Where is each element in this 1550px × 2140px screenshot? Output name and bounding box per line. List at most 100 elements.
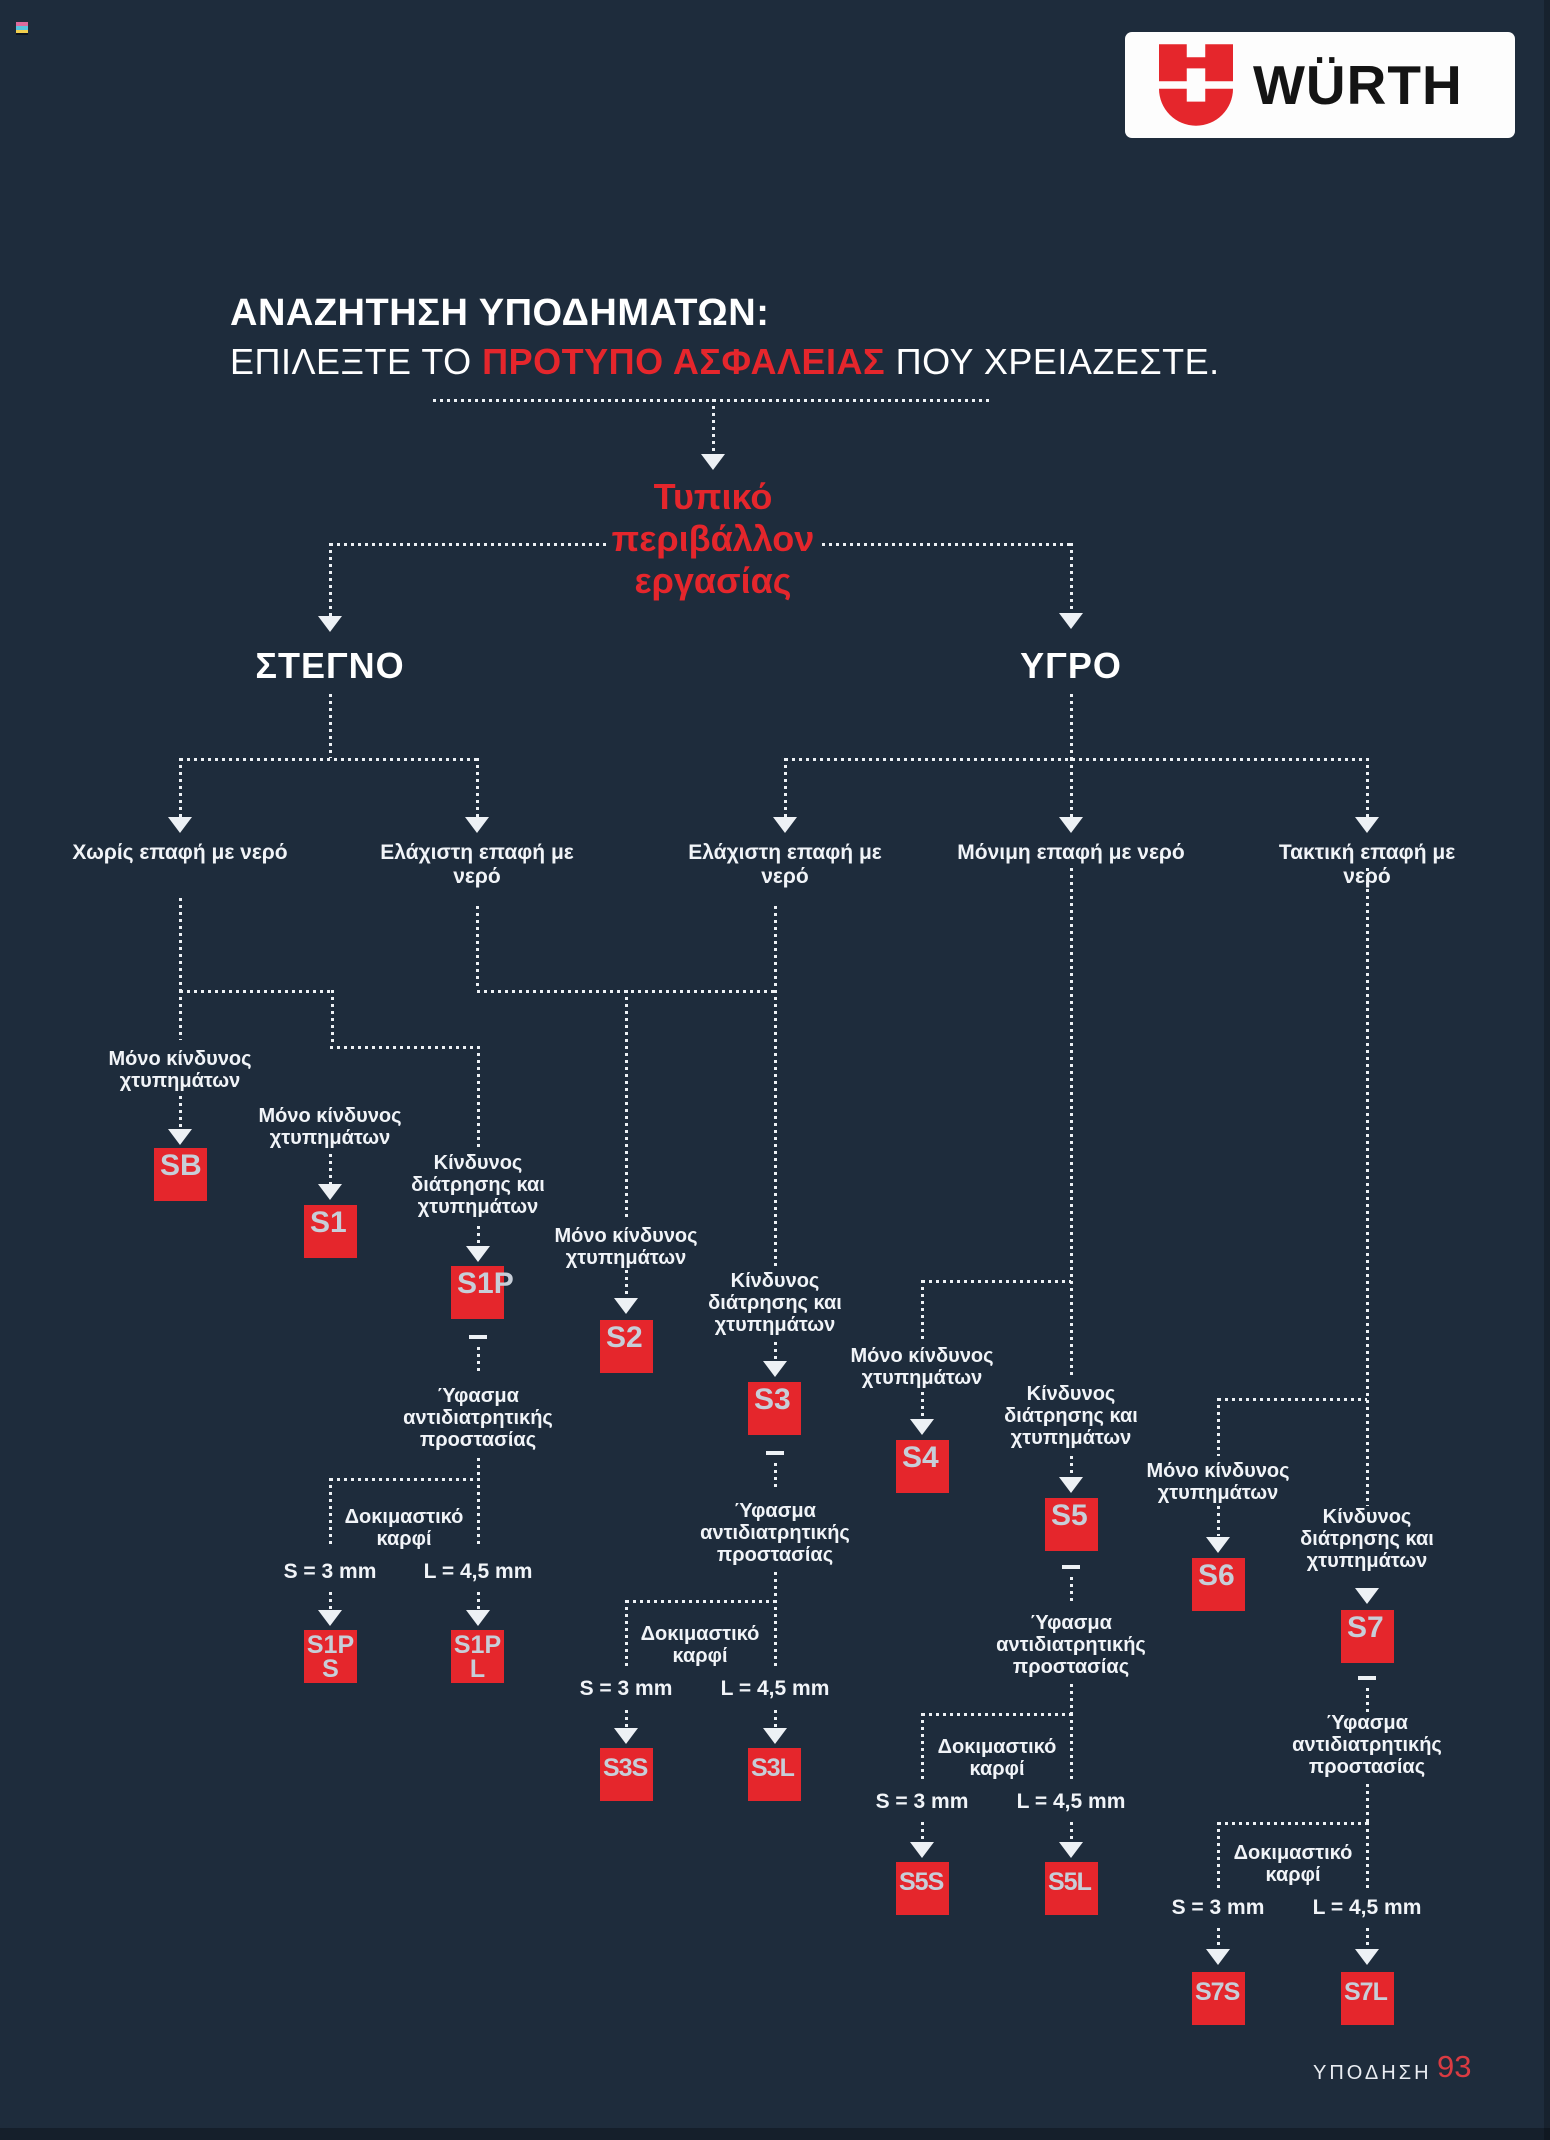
arrow-down-icon [318, 616, 342, 632]
standard-badge-s7: S7 [1341, 1610, 1394, 1663]
anti-puncture-fabric-label: Ύφασμα αντιδιατρητικής προστασίας [996, 1612, 1146, 1678]
nail-size-s-label: S = 3 mm [579, 1677, 673, 1700]
corner-stripe-dark [16, 33, 28, 35]
dotted-connector [625, 1600, 628, 1670]
node-regular-water-contact: Τακτική επαφή με νερό [1278, 841, 1456, 888]
standard-badge-s1p: S1P [451, 1266, 514, 1319]
dotted-connector [179, 898, 182, 990]
dotted-connector [476, 758, 479, 817]
arrow-down-icon [763, 1728, 787, 1744]
dotted-connector [774, 1600, 777, 1670]
standard-badge-s6: S6 [1192, 1558, 1245, 1611]
arrow-down-icon [318, 1610, 342, 1626]
arrow-down-icon [1206, 1949, 1230, 1965]
arrow-down-icon [701, 454, 725, 470]
dotted-connector [476, 906, 479, 990]
dotted-connector [180, 990, 332, 993]
footer-section-label: ΥΠΟΔΗΣΗ [1313, 2062, 1432, 2084]
risk-puncture-impact-label: Κίνδυνος διάτρησης και χτυπημάτων [1004, 1383, 1138, 1449]
dotted-connector [1217, 1398, 1220, 1456]
dotted-connector [921, 1822, 924, 1842]
anti-puncture-fabric-label: Ύφασμα αντιδιατρητικής προστασίας [700, 1500, 850, 1566]
test-nail-label: Δοκιμαστικό καρφί [937, 1736, 1057, 1780]
dotted-connector [1217, 1928, 1220, 1948]
risk-puncture-impact-label: Κίνδυνος διάτρησης και χτυπημάτων [411, 1152, 545, 1218]
arrow-down-icon [1059, 817, 1083, 833]
risk-impact-only-label: Μόνο κίνδυνος χτυπημάτων [1146, 1460, 1290, 1504]
arrow-down-icon [910, 1419, 934, 1435]
arrow-down-icon [466, 1246, 490, 1262]
arrow-down-icon [910, 1842, 934, 1858]
node-no-water-contact: Χωρίς επαφή με νερό [72, 841, 288, 864]
node-typical-work-environment: Τυπικό περιβάλλον εργασίας [611, 476, 815, 601]
dotted-connector [477, 1046, 480, 1148]
dotted-connector [774, 1342, 777, 1360]
dotted-connector [1070, 1713, 1073, 1781]
dotted-connector [1217, 1506, 1220, 1536]
arrow-down-icon [614, 1728, 638, 1744]
dotted-connector [331, 990, 334, 1046]
standard-badge-s5s: S5S [896, 1862, 949, 1915]
dotted-connector [921, 1713, 924, 1781]
dotted-connector [179, 990, 182, 1040]
risk-impact-only-label: Μόνο κίνδυνος χτυπημάτων [108, 1048, 252, 1092]
risk-puncture-impact-label: Κίνδυνος διάτρησης και χτυπημάτων [1300, 1506, 1434, 1572]
test-nail-label: Δοκιμαστικό καρφί [640, 1623, 760, 1667]
standard-badge-s1p-l: S1P L [451, 1630, 504, 1683]
dotted-connector [329, 1592, 332, 1610]
dotted-connector [477, 1347, 480, 1375]
arrow-down-icon [465, 817, 489, 833]
dotted-connector [1070, 1577, 1073, 1605]
dotted-connector [330, 1478, 478, 1481]
corner-stripe-cyan [16, 26, 28, 30]
dotted-connector [921, 1280, 924, 1342]
risk-impact-only-label: Μόνο κίνδυνος χτυπημάτων [258, 1105, 402, 1149]
page-title: ΑΝΑΖΗΤΗΣΗ ΥΠΟΔΗΜΑΤΩΝ: [230, 292, 770, 334]
dotted-connector [1366, 758, 1369, 817]
wurth-wordmark: WÜRTH [1253, 54, 1463, 116]
risk-impact-only-label: Μόνο κίνδυνος χτυπημάτων [554, 1225, 698, 1269]
subtitle-highlight: ΠΡΟΤΥΠΟ ΑΣΦΑΛΕΙΑΣ [482, 341, 886, 382]
corner-stripe-pink [16, 22, 28, 26]
arrow-down-icon [614, 1298, 638, 1314]
arrow-down-icon [466, 1610, 490, 1626]
dotted-connector [329, 1478, 332, 1548]
standard-badge-s3s: S3S [600, 1748, 653, 1801]
standard-badge-s3l: S3L [748, 1748, 801, 1801]
dotted-connector [774, 1710, 777, 1728]
nail-size-s-label: S = 3 mm [875, 1790, 969, 1813]
arrow-down-icon [168, 817, 192, 833]
nail-size-s-label: S = 3 mm [283, 1560, 377, 1583]
nail-size-l-label: L = 4,5 mm [423, 1560, 533, 1583]
dotted-connector [1366, 1688, 1369, 1712]
dotted-connector [179, 758, 182, 817]
dotted-connector [477, 1478, 480, 1548]
standard-badge-s1p-s: S1P S [304, 1630, 357, 1683]
dotted-connector [477, 1226, 480, 1246]
dotted-connector [625, 1710, 628, 1728]
standard-badge-sb: SB [154, 1148, 207, 1201]
arrow-down-icon [1355, 1588, 1379, 1604]
dotted-connector [1070, 868, 1073, 1378]
arrow-down-icon [1059, 1842, 1083, 1858]
standard-badge-s7l: S7L [1341, 1972, 1394, 2025]
connector-dash [766, 1451, 784, 1455]
arrow-down-icon [168, 1129, 192, 1145]
dotted-connector [329, 1154, 332, 1184]
standard-badge-s2: S2 [600, 1320, 653, 1373]
dotted-connector [625, 1270, 628, 1296]
dotted-connector [477, 1458, 480, 1478]
dotted-connector [329, 543, 332, 616]
dotted-connector [1070, 694, 1073, 758]
dotted-connector [180, 758, 477, 761]
anti-puncture-fabric-label: Ύφασμα αντιδιατρητικής προστασίας [1292, 1712, 1442, 1778]
corner-stripe-yellow [16, 30, 28, 33]
standard-badge-s1: S1 [304, 1205, 357, 1258]
test-nail-label: Δοκιμαστικό καρφί [1233, 1842, 1353, 1886]
connector-dash [469, 1335, 487, 1339]
standard-badge-s7s: S7S [1192, 1972, 1245, 2025]
arrow-down-icon [318, 1184, 342, 1200]
subtitle-pre: ΕΠΙΛΕΞΤΕ ΤΟ [230, 341, 483, 382]
nail-size-s-label: S = 3 mm [1171, 1896, 1265, 1919]
dotted-connector [774, 1572, 777, 1600]
